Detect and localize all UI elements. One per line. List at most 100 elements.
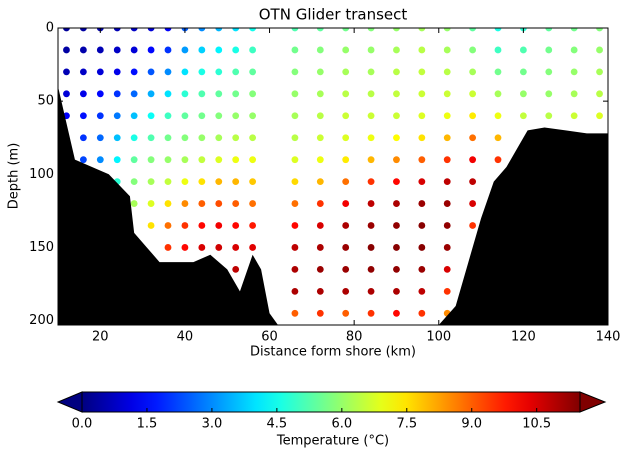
data-point <box>342 90 350 98</box>
data-point <box>96 134 104 142</box>
data-point <box>164 200 172 207</box>
x-tick-label: 60 <box>261 330 278 345</box>
data-point <box>79 134 87 142</box>
colorbar-tick-label: 0.0 <box>72 417 93 432</box>
data-point <box>291 178 299 186</box>
data-point <box>249 244 257 251</box>
colorbar-extend-max <box>579 391 607 413</box>
data-point <box>291 68 299 76</box>
data-point <box>198 112 206 120</box>
data-point <box>130 134 138 142</box>
x-tick-label: 40 <box>177 330 194 345</box>
plot-frame <box>57 27 609 326</box>
data-point <box>63 90 70 98</box>
data-point <box>164 68 172 76</box>
data-point <box>342 222 350 229</box>
data-point <box>418 266 426 273</box>
data-point <box>393 222 400 229</box>
data-point <box>181 68 189 76</box>
data-point <box>367 46 375 54</box>
data-point <box>291 266 299 273</box>
data-point <box>291 287 299 295</box>
colorbar-gradient <box>82 392 580 412</box>
data-point <box>393 200 400 207</box>
data-point <box>418 112 426 120</box>
colorbar-tick-label: 4.5 <box>267 417 288 432</box>
data-point <box>130 156 138 164</box>
data-point <box>545 28 553 32</box>
data-point <box>232 112 240 120</box>
data-point <box>418 156 426 164</box>
colorbar-tick-label: 10.5 <box>522 417 551 432</box>
data-point <box>316 266 324 273</box>
data-point <box>316 28 324 32</box>
data-point <box>418 178 426 186</box>
data-point <box>443 200 451 207</box>
data-point <box>232 222 240 229</box>
data-point <box>418 222 426 229</box>
data-point <box>63 28 70 32</box>
data-point <box>494 90 502 98</box>
data-point <box>367 28 375 32</box>
data-point <box>494 112 502 120</box>
y-tick-label: 200 <box>29 313 54 328</box>
axes: 20 40 60 80 100 120 140 0 50 100 150 200 <box>29 21 620 345</box>
data-point <box>113 156 121 164</box>
data-point <box>545 112 553 120</box>
data-point <box>545 68 553 76</box>
data-point <box>443 178 451 186</box>
data-point <box>418 68 426 76</box>
seafloor <box>58 86 608 325</box>
data-point <box>494 68 502 76</box>
data-point <box>367 287 375 295</box>
data-point <box>342 156 350 164</box>
data-point <box>215 222 223 229</box>
data-point <box>181 178 189 186</box>
data-point <box>596 90 603 98</box>
data-point <box>418 309 426 317</box>
data-point <box>443 28 451 32</box>
data-point <box>519 112 527 120</box>
data-point <box>469 90 477 98</box>
data-point <box>316 46 324 54</box>
data-point <box>443 134 451 142</box>
data-point <box>443 287 451 295</box>
y-tick-label: 100 <box>29 167 54 182</box>
data-point <box>443 244 451 251</box>
data-point <box>249 156 257 164</box>
data-point <box>130 112 138 120</box>
data-point <box>519 90 527 98</box>
data-point <box>232 90 240 98</box>
data-point <box>596 112 603 120</box>
data-point <box>181 156 189 164</box>
data-point <box>570 28 578 32</box>
data-point <box>342 200 350 207</box>
colorbar-label: Temperature (°C) <box>276 434 389 449</box>
data-point <box>367 90 375 98</box>
data-point <box>494 28 502 32</box>
data-point <box>545 46 553 54</box>
data-point <box>147 222 155 229</box>
data-point <box>545 90 553 98</box>
data-point <box>393 90 400 98</box>
data-point <box>469 178 477 186</box>
data-point <box>249 90 257 98</box>
data-point <box>570 90 578 98</box>
data-point <box>181 200 189 207</box>
data-point <box>181 112 189 120</box>
data-point <box>215 178 223 186</box>
y-tick-label: 0 <box>46 21 54 36</box>
data-point <box>367 200 375 207</box>
data-point <box>469 222 477 229</box>
data-point <box>393 309 400 317</box>
data-point <box>198 244 206 251</box>
data-point <box>393 112 400 120</box>
data-point <box>96 68 104 76</box>
data-point <box>215 112 223 120</box>
data-point <box>494 156 502 164</box>
data-point <box>393 68 400 76</box>
data-point <box>342 28 350 32</box>
data-point <box>291 244 299 251</box>
data-point <box>198 200 206 207</box>
